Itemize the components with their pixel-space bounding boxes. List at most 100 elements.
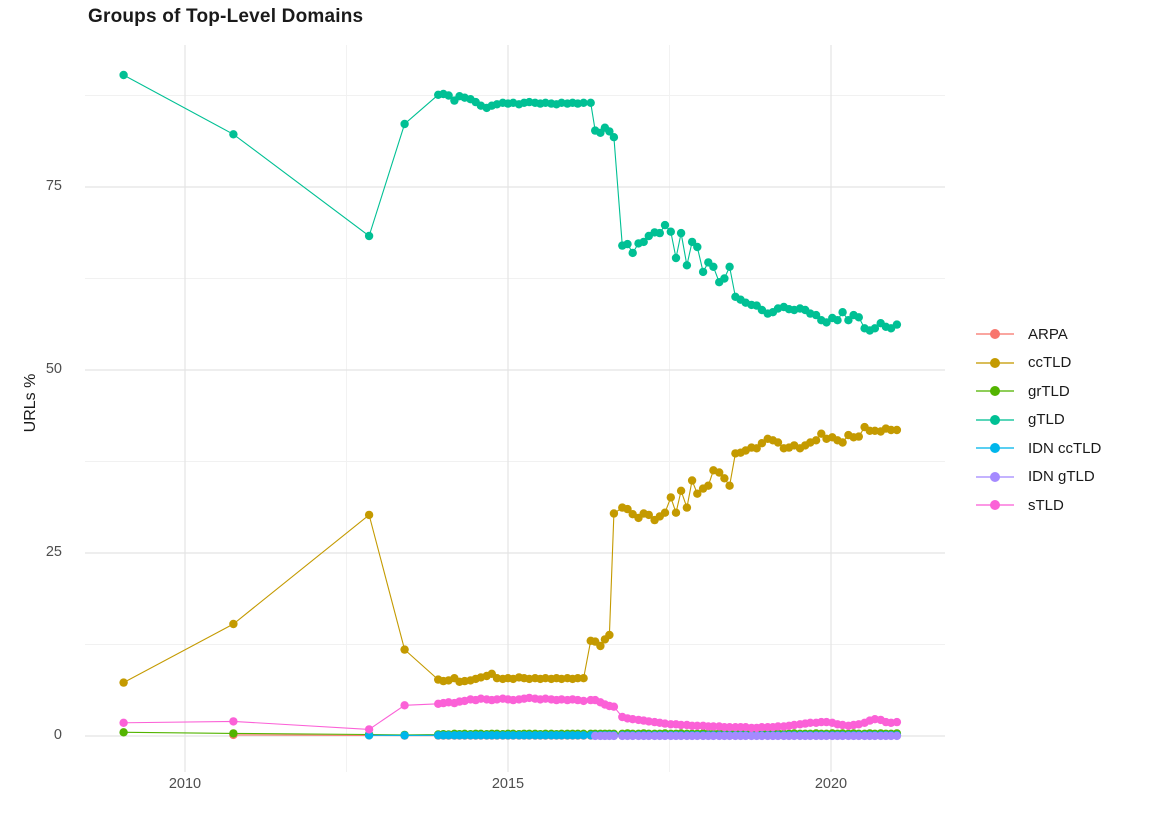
legend-item-stld: sTLD [976,491,1101,520]
legend-item-grtld: grTLD [976,377,1101,406]
data-point-cctld [811,436,821,445]
data-point-cctld [752,444,761,453]
data-point-idn-cctld [525,731,534,740]
data-point-cctld [596,641,605,651]
data-point-stld [579,696,588,706]
data-point-gtld [693,242,702,252]
legend-key-dot [990,414,1000,425]
data-point-idn-gtld [838,731,847,741]
legend: ARPA ccTLD grTLD gTLD IDN ccTLD IDN gTLD sTLD [976,320,1101,520]
data-point-gtld [623,239,632,249]
y-tick-label: 75 [45,178,62,194]
data-point-idn-gtld [741,731,750,741]
data-point-idn-gtld [806,731,815,741]
legend-label: IDN ccTLD [1028,439,1102,457]
data-point-idn-gtld [644,731,653,741]
legend-item-gtld: gTLD [976,406,1101,435]
data-point-gtld [586,98,595,108]
data-point-grtld [229,729,238,738]
data-point-gtld [660,220,670,230]
data-point-gtld [709,262,718,271]
data-point-idn-cctld [492,731,502,740]
data-point-cctld [229,619,238,629]
data-point-idn-gtld [609,731,619,741]
data-point-idn-cctld [573,731,582,740]
legend-key-dot [990,500,1000,511]
data-point-idn-cctld [509,731,518,740]
data-point-idn-cctld [579,731,588,740]
data-point-gtld [682,261,692,270]
data-point-idn-gtld [790,731,799,741]
data-point-cctld [573,674,582,683]
data-point-idn-gtld [773,731,783,741]
data-point-cctld [693,489,702,498]
data-point-idn-cctld [400,731,409,740]
data-point-gtld [870,324,880,333]
legend-label: ccTLD [1028,354,1072,372]
data-point-gtld [811,310,821,320]
legend-key-dot [990,357,1000,368]
y-tick-label: 0 [53,727,62,743]
data-point-gtld [666,227,675,236]
legend-key-icon [976,470,1014,484]
legend-key-dot [990,329,1000,340]
data-point-cctld [119,678,128,687]
data-point-cctld [676,486,686,495]
data-point-cctld [579,674,588,683]
data-point-cctld [773,438,783,447]
data-point-gtld [720,274,729,283]
legend-key-icon [976,413,1014,427]
data-point-gtld [119,70,128,80]
data-point-stld [676,720,686,730]
data-point-idn-cctld [541,731,550,740]
data-point-stld [609,702,619,711]
data-point-gtld [605,127,614,136]
data-point-cctld [660,508,670,517]
data-point-cctld [644,510,653,520]
data-point-cctld [886,425,896,435]
data-point-cctld [666,493,675,502]
data-point-cctld [838,438,847,447]
data-point-idn-cctld [364,731,374,740]
data-point-cctld [725,481,734,490]
legend-key-icon [976,498,1014,512]
data-point-stld [725,723,734,732]
data-point-stld [892,717,902,727]
data-point-cctld [817,429,826,438]
data-point-idn-gtld [660,731,670,741]
data-point-gtld [892,320,902,329]
data-point-idn-cctld [557,731,566,740]
data-point-idn-gtld [709,731,718,741]
data-point-cctld [715,468,724,477]
data-point-gtld [725,262,734,271]
legend-key-dot [990,443,1000,454]
data-point-gtld [655,228,664,238]
data-point-stld [229,717,238,726]
data-point-gtld [609,133,619,142]
data-point-stld [709,722,718,731]
data-point-gtld [671,253,681,263]
data-point-idn-gtld [892,731,902,741]
data-point-idn-cctld [460,731,469,740]
data-point-stld [119,718,128,727]
data-point-idn-gtld [870,731,880,741]
data-point-stld [806,718,815,727]
x-tick-label: 2015 [491,776,525,792]
data-point-cctld [364,510,374,520]
data-point-gtld [628,248,637,258]
data-point-cctld [671,508,681,517]
data-point-gtld [400,119,409,129]
legend-item-idn-cctld: IDN ccTLD [976,434,1101,463]
data-point-gtld [687,237,697,247]
legend-label: sTLD [1028,496,1064,514]
data-point-cctld [400,645,409,654]
legend-label: IDN gTLD [1028,468,1095,486]
data-point-gtld [229,130,238,139]
series-line-gtld [123,74,898,332]
data-point-gtld [698,267,708,277]
x-tick-label: 2010 [168,776,202,792]
data-point-gtld [444,91,453,100]
data-point-idn-gtld [886,731,896,741]
data-point-idn-gtld [854,731,863,741]
data-point-gtld [854,313,863,322]
